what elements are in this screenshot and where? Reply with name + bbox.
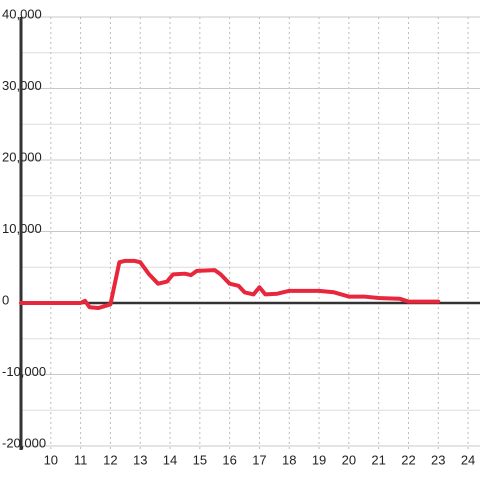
x-tick-label: 12 [103,452,117,467]
x-tick-label: 17 [252,452,266,467]
x-tick-label: 19 [312,452,326,467]
x-tick-label: 16 [222,452,236,467]
y-tick-label: 40,000 [2,6,42,21]
x-tick-label: 23 [431,452,445,467]
x-tick-label: 21 [371,452,385,467]
line-series [19,258,441,311]
y-tick-label: 0 [2,292,9,307]
x-tick-label: 11 [74,452,88,467]
x-tick-label: 22 [401,452,415,467]
x-tick-label: 18 [282,452,296,467]
x-tick-label: 15 [193,452,207,467]
x-tick-label: 10 [44,452,58,467]
x-tick-label: 20 [342,452,356,467]
x-tick-label: 13 [133,452,147,467]
x-tick-label: 24 [461,452,475,467]
y-tick-label: -20,000 [2,435,46,450]
x-tick-label: 14 [163,452,177,467]
y-tick-label: -10,000 [2,364,46,379]
